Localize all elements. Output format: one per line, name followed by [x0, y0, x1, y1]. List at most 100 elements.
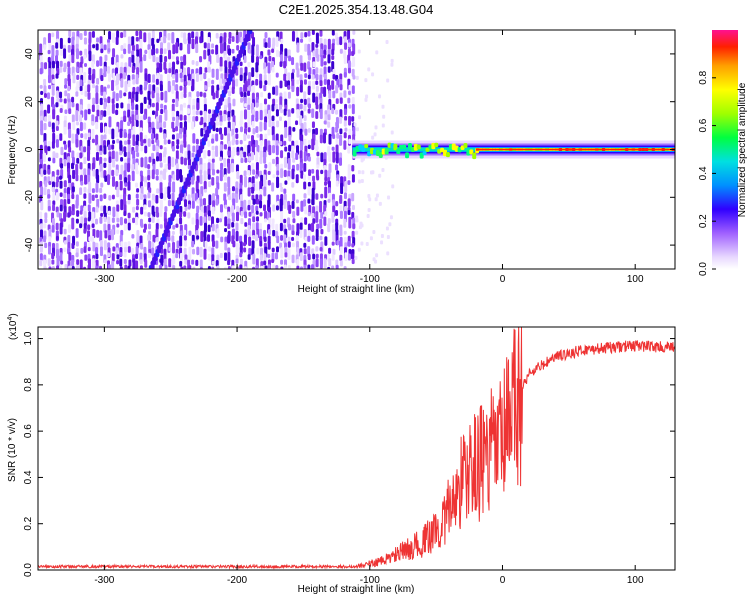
- spectrogram-cell: [175, 120, 179, 127]
- spectrogram-cell: [104, 54, 108, 62]
- spectrogram-cell: [291, 242, 295, 248]
- spectrogram-cell: [64, 78, 68, 85]
- spectrogram-cell: [163, 36, 167, 44]
- spectrogram-cell: [219, 56, 223, 68]
- spectrogram-cell: [199, 66, 203, 76]
- spectrogram-cell: [136, 49, 140, 57]
- spectrogram-cell: [251, 204, 255, 214]
- spectrogram-cell: [243, 247, 247, 253]
- spectrogram-cell: [251, 186, 255, 194]
- spectrogram-cell: [179, 260, 183, 267]
- spectrogram-cell: [279, 140, 283, 146]
- spectrogram-cell: [43, 122, 47, 131]
- spectrogram-cell: [324, 186, 328, 199]
- spectrogram-cell: [307, 55, 311, 61]
- spectrogram-cell: [352, 74, 356, 80]
- spectrogram-cell: [231, 48, 235, 54]
- spectrogram-cell: [405, 152, 410, 159]
- spectrogram-cell: [339, 228, 343, 236]
- spectrogram-cell: [119, 150, 123, 156]
- spectrogram-cell: [59, 192, 63, 197]
- spectrogram-cell: [284, 132, 288, 139]
- spectrogram-cell: [335, 210, 339, 217]
- spectrogram-cell: [79, 121, 83, 132]
- spectrogram-cell: [295, 31, 299, 40]
- spectrogram-cell: [172, 174, 176, 181]
- spectrogram-cell: [279, 204, 283, 212]
- spectrogram-cell: [88, 50, 92, 62]
- spectrogram-cell: [224, 216, 228, 227]
- spectrogram-cell: [391, 184, 395, 189]
- spectrogram-cell: [267, 180, 271, 186]
- spectrogram-cell: [280, 235, 284, 241]
- spectrogram-cell: [87, 264, 91, 269]
- spectrogram-cell: [63, 48, 67, 59]
- spectrogram-cell: [147, 234, 151, 242]
- spectrogram-cell: [168, 266, 172, 269]
- spectrogram-cell: [227, 150, 231, 156]
- spectrogram-cell: [111, 79, 115, 92]
- spectrogram-cell: [123, 43, 127, 49]
- colorbar-label: Normalized spectral amplitude: [737, 82, 748, 217]
- spectrogram-cell: [327, 49, 331, 56]
- spectrogram-cell: [259, 212, 263, 217]
- spectrogram-cell: [63, 152, 67, 162]
- spectrogram-cell: [339, 152, 343, 160]
- spectrogram-cell: [386, 78, 390, 83]
- spectrogram-cell: [227, 234, 231, 244]
- spectrogram-cell: [176, 168, 180, 181]
- spectrogram-cell: [39, 180, 43, 188]
- spectrogram-cell: [199, 164, 203, 172]
- spectrogram-cell: [199, 110, 203, 116]
- spectrogram-cell: [235, 139, 239, 145]
- spectrogram-cell: [75, 174, 79, 182]
- spectrogram-cell: [339, 92, 343, 99]
- spectrogram-cell: [275, 223, 279, 232]
- spectrogram-cell: [136, 134, 140, 142]
- spectrogram-cell: [155, 228, 159, 239]
- spectrogram-cell: [372, 230, 376, 235]
- spectrogram-cell: [335, 138, 339, 147]
- spectrogram-cell: [236, 146, 240, 154]
- spectrogram-cell: [216, 84, 220, 91]
- spectrogram-cell: [127, 36, 131, 47]
- spectrogram-cell: [299, 74, 303, 82]
- spectrogram-cell: [68, 30, 72, 38]
- spectrogram-cell: [123, 252, 127, 258]
- spectrogram-cell: [299, 222, 303, 231]
- spectrogram-cell: [107, 264, 111, 269]
- spectrogram-cell: [339, 198, 343, 205]
- spectrogram-cell: [256, 216, 260, 222]
- spectrogram-cell: [327, 187, 331, 194]
- spectrogram-cell: [328, 90, 332, 99]
- spectrogram-cell: [239, 252, 243, 258]
- spectrogram-cell: [180, 156, 184, 165]
- spectrogram-cell: [87, 92, 91, 100]
- spectrogram-cell: [99, 265, 102, 269]
- spectrogram-cell: [80, 90, 84, 96]
- spectrogram-cell: [195, 36, 199, 46]
- spectrogram-cell: [75, 66, 79, 73]
- spectrogram-cell: [59, 175, 63, 180]
- spectrogram-cell: [223, 114, 227, 122]
- spectrogram-cell: [63, 140, 67, 145]
- spectrogram-cell: [323, 61, 327, 66]
- spectrogram-cell: [127, 139, 131, 145]
- spectrogram-cell: [343, 236, 347, 244]
- spectrogram-cell: [119, 258, 123, 267]
- spectrogram-cell: [44, 242, 48, 249]
- spectrogram-cell: [56, 38, 60, 44]
- spectrogram-cell: [123, 151, 127, 158]
- spectrogram-cell: [352, 150, 357, 157]
- spectrogram-cell: [100, 74, 104, 82]
- spectrogram-cell: [248, 182, 252, 188]
- spectrogram-cell: [199, 157, 203, 166]
- spectrogram-cell: [259, 55, 263, 60]
- spectrogram-cell: [175, 150, 179, 160]
- spectrogram-cell: [280, 43, 284, 53]
- spectrogram-cell: [187, 204, 191, 210]
- spectrogram-cell: [143, 138, 147, 144]
- spectrogram-cell: [191, 121, 195, 130]
- spectrogram-cell: [211, 162, 215, 171]
- spectrogram-cell: [191, 38, 195, 50]
